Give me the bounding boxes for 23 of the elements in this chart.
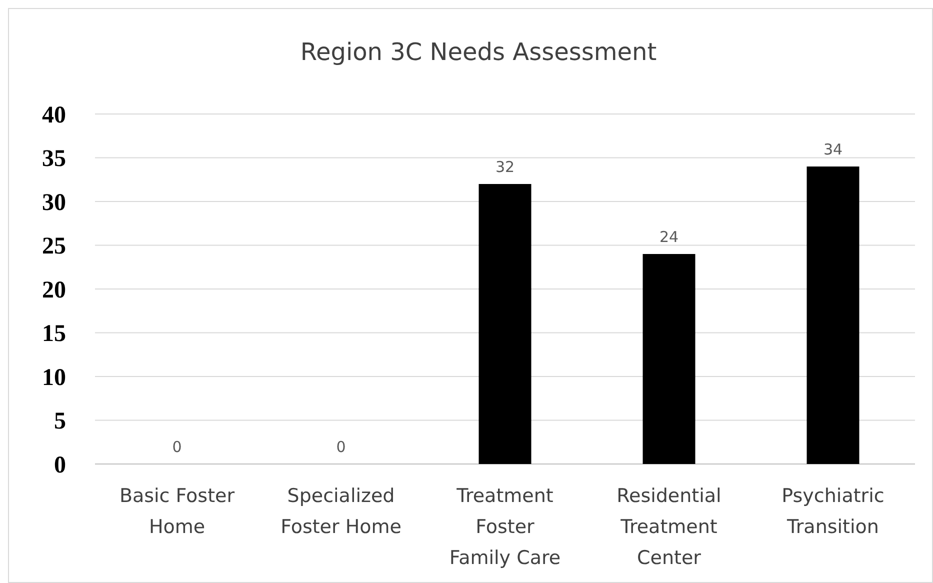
y-tick-label: 35 [42,146,66,172]
y-tick-label: 40 [42,102,66,128]
y-tick-label: 10 [42,364,66,391]
y-tick-label: 20 [42,277,66,304]
x-tick-label: Treatment Foster Family Care [449,485,561,569]
data-label: 0 [336,438,346,456]
bar [478,184,532,464]
y-tick-label: 15 [42,321,66,348]
data-label: 24 [659,228,679,246]
y-tick-label: 5 [54,408,66,435]
y-tick-label: 0 [54,452,66,478]
chart-title: Region 3C Needs Assessment [300,38,657,66]
x-tick-label: Psychiatric Transition [782,485,884,538]
y-tick-label: 30 [42,190,66,216]
data-label: 34 [823,140,843,158]
y-tick-label: 25 [42,234,66,260]
x-tick-label: Residential Treatment Center [616,485,722,569]
bar [642,254,696,464]
bar [806,166,860,464]
data-label: 32 [495,158,515,176]
data-label: 0 [172,438,182,456]
x-tick-label: Basic Foster Home [119,485,235,538]
x-tick-label: Specialized Foster Home [280,485,402,538]
